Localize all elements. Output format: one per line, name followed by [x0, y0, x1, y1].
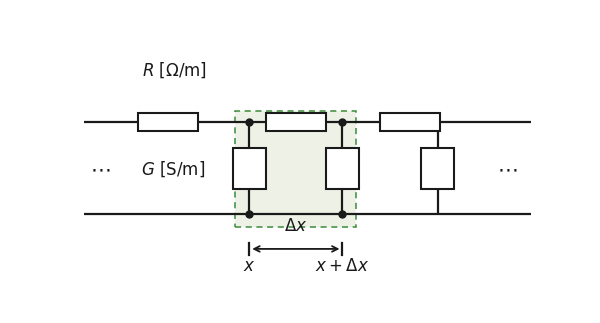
Bar [266, 113, 326, 131]
Text: $\Delta x$: $\Delta x$ [284, 217, 308, 235]
Bar [235, 111, 356, 226]
Bar [421, 148, 454, 189]
Bar [233, 148, 266, 189]
Text: $x + \Delta x$: $x + \Delta x$ [316, 257, 370, 275]
Text: $R\ [\Omega/\mathrm{m}]$: $R\ [\Omega/\mathrm{m}]$ [142, 60, 208, 79]
Text: $G\ [\mathrm{S/m}]$: $G\ [\mathrm{S/m}]$ [140, 160, 205, 179]
Text: $\cdots$: $\cdots$ [91, 159, 111, 179]
Text: $\cdots$: $\cdots$ [497, 159, 518, 179]
Text: $x$: $x$ [243, 257, 256, 275]
Bar [326, 148, 359, 189]
Bar [138, 113, 198, 131]
Bar [380, 113, 440, 131]
